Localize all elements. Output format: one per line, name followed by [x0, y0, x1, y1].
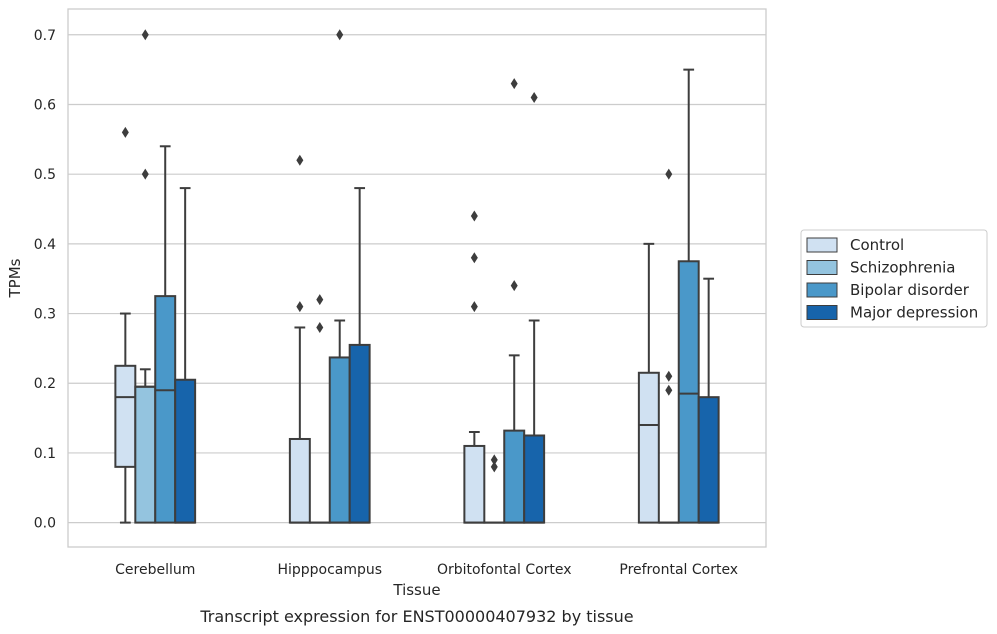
y-tick-label: 0.2 — [34, 376, 56, 392]
box-body — [503, 429, 526, 524]
box-major-depression — [697, 277, 720, 524]
x-axis-label: Tissue — [392, 581, 440, 599]
box-schizophrenia — [657, 168, 680, 524]
y-tick-label: 0.0 — [34, 516, 56, 532]
legend: Control Schizophrenia Bipolar disorder Majo… — [800, 229, 988, 328]
y-tick-label: 0.6 — [34, 97, 56, 113]
x-tick-label: Prefrontal Cortex — [619, 562, 738, 578]
outlier-point — [316, 321, 324, 333]
outlier-point — [510, 78, 518, 90]
y-axis-label: TPMs — [6, 258, 24, 298]
chart-caption: Transcript expression for ENST0000040793… — [199, 607, 633, 626]
outlier-point — [141, 29, 149, 41]
box-body — [637, 371, 660, 524]
box-body — [114, 364, 137, 468]
outlier-point — [296, 154, 304, 166]
y-axis-ticks: 0.0 0.1 0.2 0.3 0.4 0.5 0.6 0.7 — [34, 28, 56, 532]
outlier-point — [141, 168, 149, 180]
legend-label: Bipolar disorder — [850, 281, 970, 299]
legend-swatch — [806, 237, 838, 253]
box-body — [288, 437, 311, 524]
box-body — [174, 378, 197, 524]
outlier-point — [665, 168, 673, 180]
box-control — [114, 126, 137, 524]
legend-label: Schizophrenia — [850, 259, 955, 277]
outlier-point — [470, 210, 478, 222]
outlier-point — [665, 384, 673, 396]
box-body — [463, 444, 486, 524]
box-series — [114, 29, 720, 524]
y-tick-label: 0.3 — [34, 307, 56, 323]
legend-label: Control — [850, 236, 904, 254]
box-body — [328, 356, 351, 524]
x-tick-label: Cerebellum — [115, 562, 195, 578]
x-tick-label: Hipppocampus — [277, 562, 382, 578]
box-bipolar-disorder — [328, 29, 351, 524]
outlier-point — [530, 92, 538, 104]
box-control — [463, 210, 486, 524]
outlier-point — [316, 294, 324, 306]
outlier-point — [490, 454, 498, 466]
box-schizophrenia — [134, 29, 157, 524]
outlier-point — [665, 370, 673, 382]
box-body — [348, 343, 371, 524]
box-body — [523, 434, 546, 524]
y-tick-label: 0.5 — [34, 167, 56, 183]
box-bipolar-disorder — [677, 68, 700, 524]
plot-area-frame — [67, 8, 767, 548]
y-tick-label: 0.1 — [34, 446, 56, 462]
outlier-point — [510, 280, 518, 292]
box-major-depression — [523, 92, 546, 524]
box-schizophrenia — [308, 294, 331, 524]
legend-swatch — [806, 282, 838, 298]
box-body — [697, 396, 720, 524]
box-body — [677, 260, 700, 524]
box-bipolar-disorder — [154, 145, 177, 524]
box-body — [134, 385, 157, 524]
box-major-depression — [348, 187, 371, 524]
y-tick-label: 0.4 — [34, 237, 56, 253]
box-body — [154, 295, 177, 524]
outlier-point — [296, 301, 304, 313]
x-tick-label: Orbitofontal Cortex — [437, 562, 572, 578]
outlier-point — [121, 126, 129, 138]
legend-swatch — [806, 260, 838, 275]
box-control — [637, 242, 660, 524]
box-major-depression — [174, 187, 197, 524]
outlier-point — [470, 252, 478, 264]
y-tick-label: 0.7 — [34, 28, 56, 44]
outlier-point — [336, 29, 344, 41]
outlier-point — [490, 461, 498, 473]
legend-label: Major depression — [850, 304, 978, 322]
box-control — [288, 154, 311, 524]
legend-frame — [800, 229, 988, 328]
box-schizophrenia — [483, 454, 506, 524]
legend-swatch — [806, 305, 838, 320]
outlier-point — [470, 301, 478, 313]
x-axis-ticks: Cerebellum Hipppocampus Orbitofontal Corte… — [115, 562, 738, 578]
box-bipolar-disorder — [503, 78, 526, 524]
